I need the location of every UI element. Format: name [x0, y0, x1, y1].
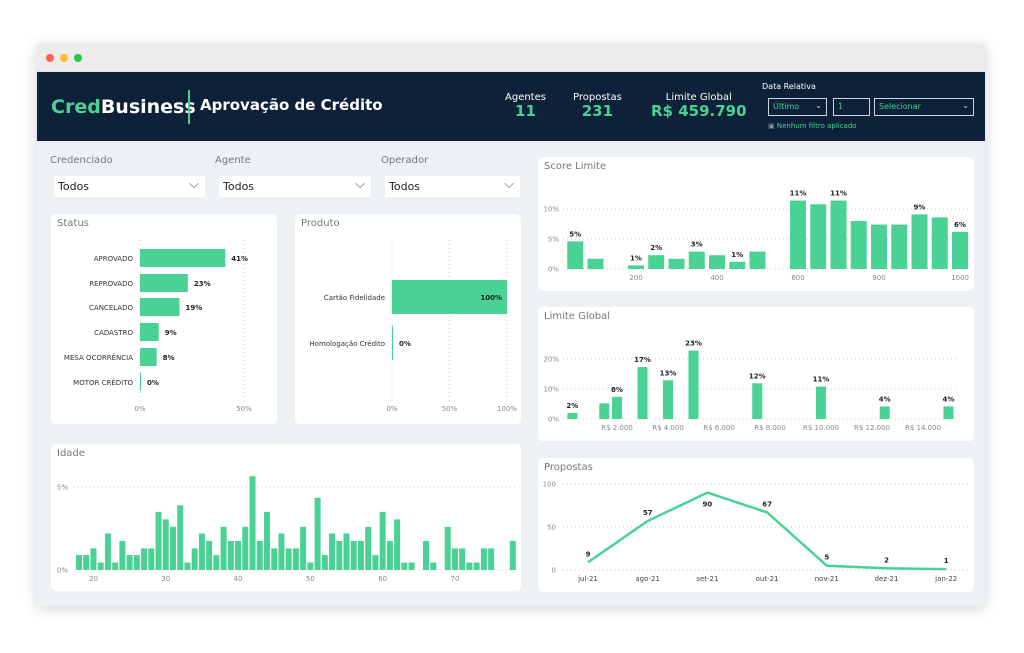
chevron-down-icon: ⌵	[355, 177, 365, 192]
amount-value: 1	[838, 102, 844, 111]
propostas-panel: Propostas	[538, 458, 974, 592]
page-title: Aprovação de Crédito	[200, 96, 383, 114]
panel-title: Limite Global	[544, 311, 611, 322]
chevron-down-icon: ⌵	[189, 177, 199, 192]
filter-status: ▣ Nenhum filtro aplicado	[768, 122, 857, 130]
maximize-window-button[interactable]	[74, 54, 82, 62]
unit-value: Selecionar	[879, 102, 921, 111]
logo-part-2: Business	[100, 96, 196, 118]
kpi-value: 231	[581, 102, 614, 120]
limite-global-panel: Limite Global	[538, 307, 974, 441]
kpi-agentes: Agentes 11	[505, 92, 546, 120]
header-divider	[188, 90, 190, 124]
period-select[interactable]: Último ⌄	[768, 98, 827, 116]
kpi-limite-global: Limite Global R$ 459.790	[651, 92, 747, 120]
chevron-down-icon: ⌄	[815, 101, 822, 110]
kpi-value: 11	[515, 102, 536, 120]
panel-title: Produto	[301, 218, 340, 229]
period-value: Último	[773, 102, 800, 111]
status-panel: Status	[51, 214, 277, 424]
amount-input[interactable]: 1	[833, 98, 870, 116]
filter-label-credenciado: Credenciado	[50, 155, 113, 166]
kpi-label: Propostas	[573, 92, 622, 103]
chevron-down-icon: ⌵	[504, 177, 514, 192]
unit-select[interactable]: Selecionar ⌄	[874, 98, 974, 116]
kpi-propostas: Propostas 231	[573, 92, 622, 120]
calendar-icon: ▣	[768, 122, 775, 130]
logo: CredBusiness	[51, 96, 196, 118]
panel-title: Propostas	[544, 462, 593, 473]
kpi-label: Limite Global	[665, 92, 732, 103]
panel-title: Idade	[57, 448, 85, 459]
agente-dropdown[interactable]: Todos ⌵	[219, 176, 371, 197]
operador-dropdown[interactable]: Todos ⌵	[385, 176, 520, 197]
panel-title: Score Limite	[544, 161, 607, 172]
dropdown-value: Todos	[58, 180, 90, 193]
date-filter-label: Data Relativa	[762, 82, 816, 91]
logo-part-1: Cred	[51, 96, 101, 118]
chevron-down-icon: ⌄	[962, 101, 969, 110]
credenciado-dropdown[interactable]: Todos ⌵	[54, 176, 205, 197]
window-titlebar	[37, 44, 985, 72]
idade-panel: Idade	[51, 444, 521, 591]
score-limite-panel: Score Limite	[538, 157, 974, 291]
dropdown-value: Todos	[223, 180, 255, 193]
kpi-value: R$ 459.790	[651, 102, 747, 120]
produto-panel: Produto	[295, 214, 521, 424]
close-window-button[interactable]	[46, 54, 54, 62]
minimize-window-button[interactable]	[60, 54, 68, 62]
dropdown-value: Todos	[389, 180, 421, 193]
dashboard-header: CredBusiness Aprovação de Crédito Agente…	[37, 72, 985, 141]
panel-title: Status	[57, 218, 89, 229]
filter-label-operador: Operador	[381, 155, 429, 166]
kpi-label: Agentes	[505, 92, 546, 103]
filter-label-agente: Agente	[215, 155, 251, 166]
filter-status-text: Nenhum filtro aplicado	[776, 122, 857, 130]
